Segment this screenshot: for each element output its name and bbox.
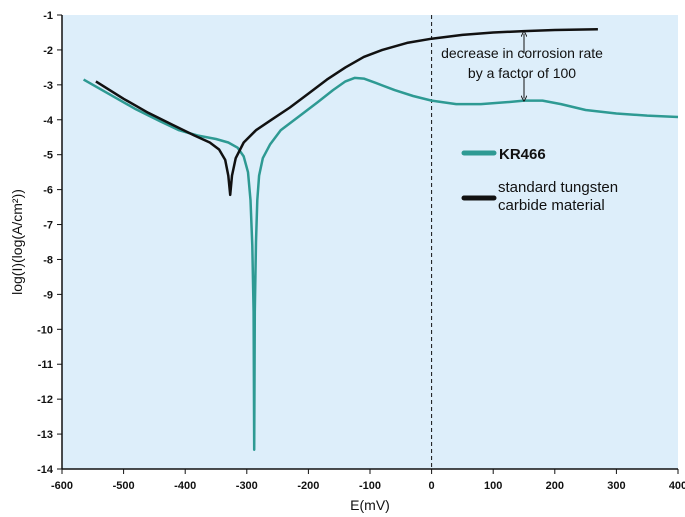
legend-label-kr466: KR466	[499, 146, 546, 163]
y-tick-label: -2	[43, 45, 53, 57]
y-tick-label: -12	[37, 394, 53, 406]
y-tick-label: -6	[43, 185, 53, 197]
y-tick-label: -1	[43, 10, 53, 22]
annotation-line-2: by a factor of 100	[468, 65, 576, 81]
y-tick-label: -7	[43, 220, 53, 232]
x-tick-label: -200	[297, 480, 319, 492]
series-line-standard-tungsten	[95, 28, 598, 197]
y-tick-label: -3	[43, 80, 53, 92]
x-tick-label: 400	[669, 480, 685, 492]
y-tick-label: -10	[37, 324, 53, 336]
y-tick-label: -11	[38, 359, 53, 371]
y-tick-label: -13	[37, 429, 53, 441]
y-tick-label: -5	[43, 150, 53, 162]
x-tick-label: 100	[484, 480, 502, 492]
y-tick-label: -8	[43, 254, 53, 266]
x-axis-label: E(mV)	[350, 497, 390, 513]
x-tick-label: -600	[51, 480, 73, 492]
y-tick-label: -4	[43, 115, 54, 127]
x-tick-label: 0	[429, 480, 435, 492]
x-tick-label: -100	[359, 480, 381, 492]
plot-background	[62, 15, 678, 469]
x-tick-label: 200	[546, 480, 564, 492]
series-line-kr466	[82, 76, 679, 452]
y-tick-label: -14	[37, 464, 54, 476]
annotation-line-1: decrease in corrosion rate	[441, 45, 603, 61]
x-tick-label: 300	[607, 480, 625, 492]
y-tick-label: -9	[43, 289, 53, 301]
x-tick-label: -400	[174, 480, 196, 492]
y-axis-label: log(I)(log(A/cm²))	[9, 189, 25, 295]
legend-label-standard-tungsten: standard tungsten carbide material	[498, 179, 618, 214]
x-tick-label: -500	[113, 480, 135, 492]
x-tick-label: -300	[236, 480, 258, 492]
